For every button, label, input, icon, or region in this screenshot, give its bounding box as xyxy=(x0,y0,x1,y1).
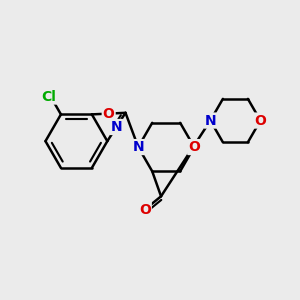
Text: N: N xyxy=(132,140,144,154)
Text: Cl: Cl xyxy=(42,89,57,103)
Text: O: O xyxy=(139,202,151,217)
Text: N: N xyxy=(205,114,216,128)
Text: O: O xyxy=(254,114,266,128)
Text: N: N xyxy=(111,120,122,134)
Text: O: O xyxy=(188,140,200,154)
Text: O: O xyxy=(103,106,115,121)
